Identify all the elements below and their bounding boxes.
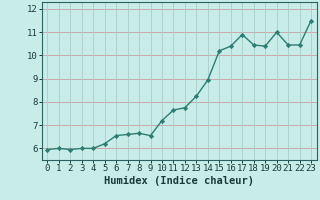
X-axis label: Humidex (Indice chaleur): Humidex (Indice chaleur) xyxy=(104,176,254,186)
